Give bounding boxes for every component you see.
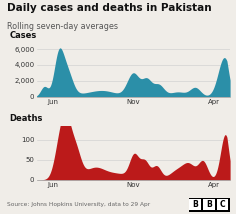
- Text: Cases: Cases: [9, 31, 37, 40]
- Bar: [190, 199, 201, 211]
- Text: B: B: [206, 200, 212, 209]
- Text: Source: Johns Hopkins University, data to 29 Apr: Source: Johns Hopkins University, data t…: [7, 202, 150, 207]
- Bar: [203, 199, 215, 211]
- Text: C: C: [220, 200, 225, 209]
- Text: Deaths: Deaths: [9, 114, 43, 123]
- Text: Daily cases and deaths in Pakistan: Daily cases and deaths in Pakistan: [7, 3, 212, 13]
- Bar: [217, 199, 228, 211]
- Text: Rolling seven-day averages: Rolling seven-day averages: [7, 22, 118, 31]
- Text: B: B: [192, 200, 198, 209]
